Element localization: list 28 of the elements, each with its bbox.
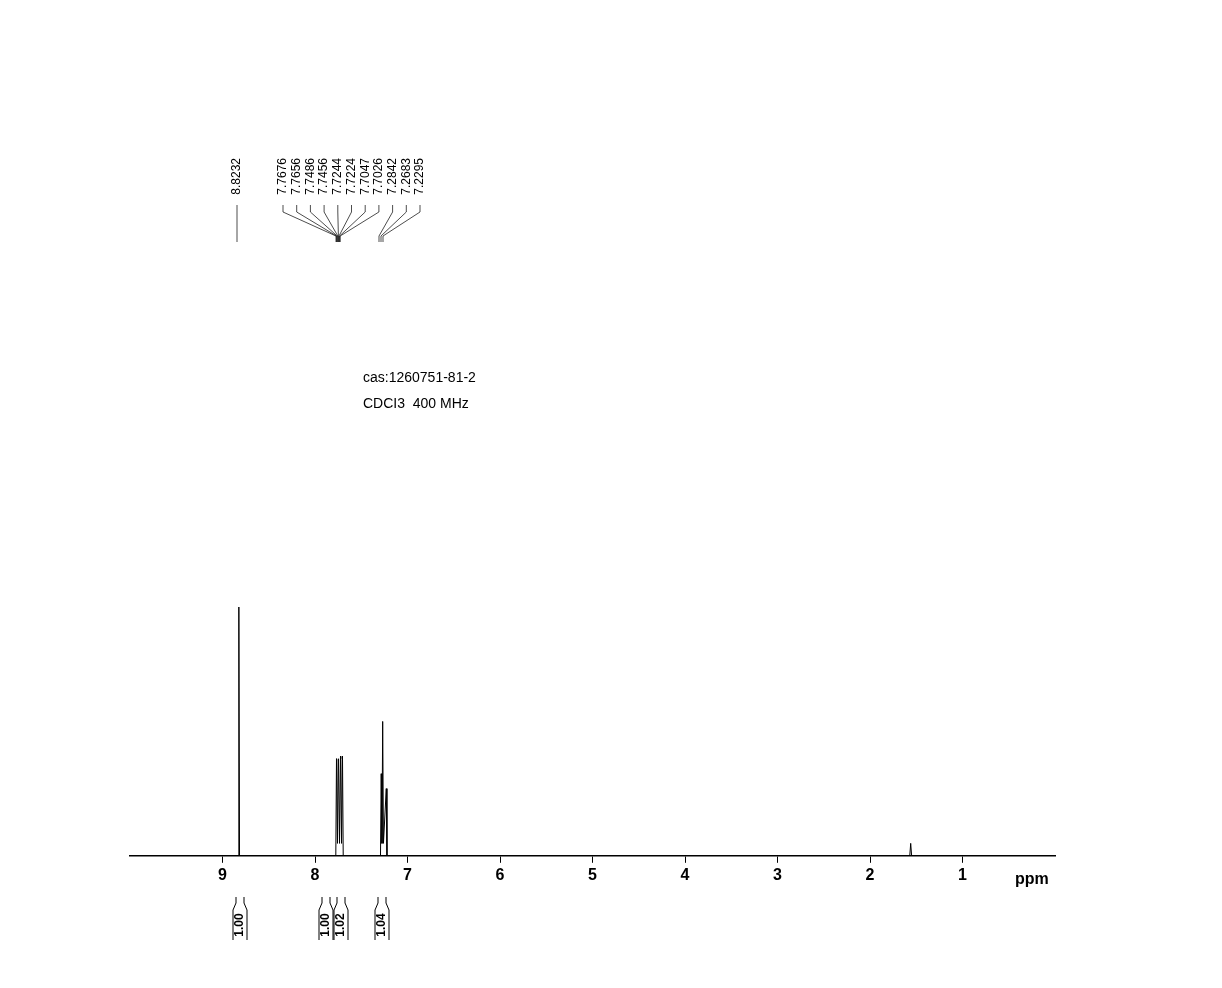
text: cas:1260751-81-2 bbox=[363, 368, 477, 385]
text: CDCI3 400 MHz bbox=[363, 394, 469, 411]
x-tick-label: 1 bbox=[958, 865, 968, 883]
text: 7.7486 bbox=[302, 157, 317, 195]
x-tick-label: 4 bbox=[680, 865, 690, 883]
text: 7.7047 bbox=[357, 157, 372, 195]
x-tick-label: 5 bbox=[588, 865, 598, 883]
text: 7.7456 bbox=[316, 157, 331, 195]
text: 7.7224 bbox=[343, 157, 358, 195]
text: 1.00 bbox=[232, 913, 247, 937]
text: 8.8232 bbox=[229, 157, 244, 195]
text: 7.2683 bbox=[398, 157, 413, 195]
text: 7.7244 bbox=[330, 157, 345, 195]
x-tick-label: 9 bbox=[218, 865, 228, 883]
x-tick-label: 8 bbox=[310, 865, 320, 883]
text: 1.00 bbox=[318, 913, 333, 937]
text: 7.7026 bbox=[371, 157, 386, 195]
text: 1.02 bbox=[333, 913, 348, 937]
text: 7.7676 bbox=[275, 157, 290, 195]
x-tick-label: 3 bbox=[773, 865, 783, 883]
text: 1.04 bbox=[374, 913, 389, 937]
x-axis-title: ppm bbox=[1015, 870, 1049, 888]
text: 7.2842 bbox=[384, 157, 399, 195]
text: 7.7656 bbox=[289, 157, 304, 195]
x-tick-label: 7 bbox=[403, 865, 413, 883]
x-tick-label: 2 bbox=[865, 865, 875, 883]
text: 7.2295 bbox=[412, 157, 427, 195]
x-tick-label: 6 bbox=[495, 865, 505, 883]
